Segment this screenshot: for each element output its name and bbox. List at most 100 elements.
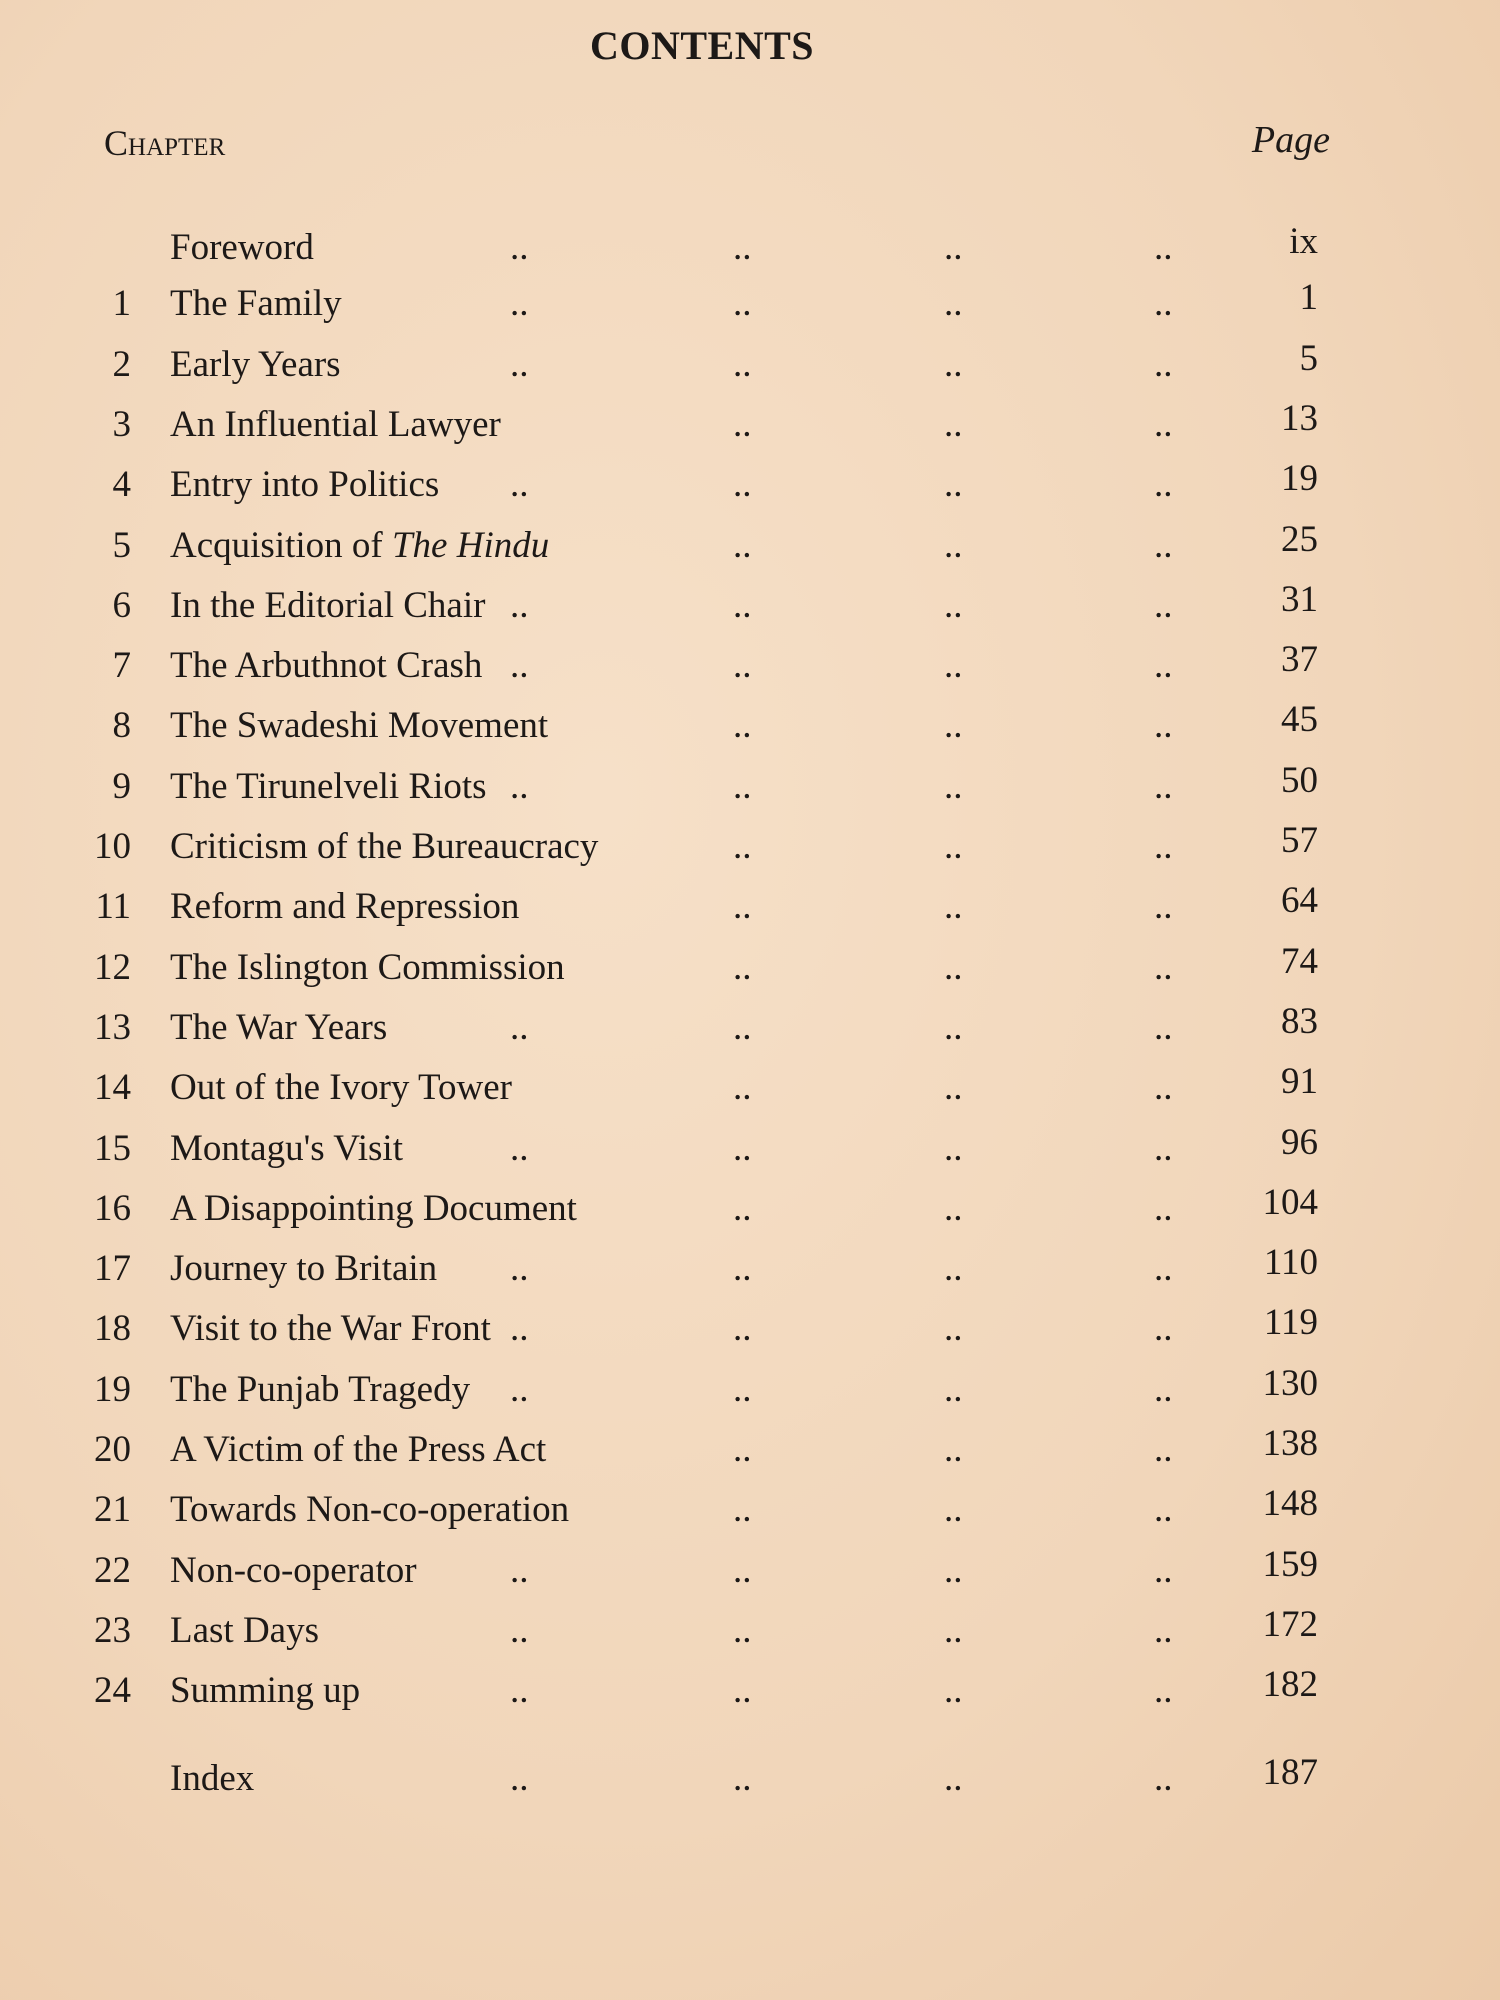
toc-entry: 10 Criticism of the Bureaucracy 57...... xyxy=(0,820,1500,881)
chapter-number: 23 xyxy=(94,1609,131,1651)
leader-dots: .. xyxy=(944,464,963,506)
leader-dots: .. xyxy=(733,584,752,626)
page-number: 19 xyxy=(1281,458,1318,500)
leader-dots: .. xyxy=(1154,765,1173,807)
leader-dots: .. xyxy=(733,946,752,988)
chapter-number: 2 xyxy=(112,343,132,385)
leader-dots: .. xyxy=(1154,464,1173,506)
leader-dots: .. xyxy=(510,1006,529,1048)
chapter-title: The Punjab Tragedy xyxy=(170,1368,471,1410)
leader-dots: .. xyxy=(944,1308,963,1350)
leader-dots: .. xyxy=(733,645,752,687)
leader-dots: .. xyxy=(1154,1429,1173,1470)
chapter-number: 17 xyxy=(94,1248,131,1290)
leader-dots: .. xyxy=(944,1127,963,1169)
leader-dots: .. xyxy=(733,1489,752,1531)
page-number: 37 xyxy=(1281,639,1318,681)
leader-dots: .. xyxy=(733,1368,752,1410)
leader-dots: .. xyxy=(944,705,963,747)
chapter-number: 7 xyxy=(112,645,132,687)
leader-dots: .. xyxy=(510,1609,529,1651)
leader-dots: .. xyxy=(1154,1248,1173,1290)
chapter-title: Foreword xyxy=(170,227,314,268)
chapter-title: The Tirunelveli Riots xyxy=(170,765,487,807)
leader-dots: .. xyxy=(944,1248,963,1290)
leader-dots: .. xyxy=(1154,1187,1173,1229)
leader-dots: .. xyxy=(944,946,963,988)
page-number: 57 xyxy=(1281,820,1318,861)
chapter-number: 12 xyxy=(94,946,131,988)
toc-entry: 22 Non-co-operator 159........ xyxy=(0,1544,1500,1605)
page-number: ix xyxy=(1289,221,1318,262)
chapter-number: 14 xyxy=(94,1067,131,1109)
chapter-number: 19 xyxy=(94,1368,131,1410)
toc-entry: 3 An Influential Lawyer 13...... xyxy=(0,398,1500,459)
leader-dots: .. xyxy=(733,765,752,807)
leader-dots: .. xyxy=(1154,826,1173,867)
leader-dots: .. xyxy=(733,1308,752,1350)
leader-dots: .. xyxy=(944,645,963,687)
leader-dots: .. xyxy=(1154,1308,1173,1350)
chapter-title: A Victim of the Press Act xyxy=(170,1429,547,1470)
chapter-title: Reform and Repression xyxy=(170,886,520,928)
chapter-title: The War Years xyxy=(170,1006,388,1048)
leader-dots: .. xyxy=(944,1549,963,1591)
page-number: 91 xyxy=(1281,1061,1318,1103)
leader-dots: .. xyxy=(510,1248,529,1290)
leader-dots: .. xyxy=(510,1308,529,1350)
leader-dots: .. xyxy=(510,343,529,385)
leader-dots: .. xyxy=(733,1549,752,1591)
page-number: 110 xyxy=(1263,1242,1318,1284)
chapter-title: Acquisition of The Hindu xyxy=(170,524,550,566)
leader-dots: .. xyxy=(1154,227,1173,268)
chapter-number: 10 xyxy=(94,826,131,867)
page-number: 64 xyxy=(1281,880,1318,922)
leader-dots: .. xyxy=(733,1429,752,1470)
chapter-number: 20 xyxy=(94,1429,131,1470)
leader-dots: .. xyxy=(510,1758,529,1799)
leader-dots: .. xyxy=(510,283,529,325)
page-number: 13 xyxy=(1281,397,1318,439)
leader-dots: .. xyxy=(944,886,963,928)
leader-dots: .. xyxy=(733,1609,752,1651)
chapter-title: Out of the Ivory Tower xyxy=(170,1067,512,1109)
leader-dots: .. xyxy=(510,584,529,626)
leader-dots: .. xyxy=(1154,1549,1173,1591)
page-number: 5 xyxy=(1299,337,1319,379)
chapter-title: A Disappointing Document xyxy=(170,1187,577,1229)
leader-dots: .. xyxy=(1154,524,1173,566)
chapter-title: Entry into Politics xyxy=(170,464,440,506)
leader-dots: .. xyxy=(1154,1758,1173,1799)
leader-dots: .. xyxy=(733,1067,752,1109)
chapter-title: Index xyxy=(170,1758,255,1799)
leader-dots: .. xyxy=(733,1127,752,1169)
chapter-title: Criticism of the Bureaucracy xyxy=(170,826,599,867)
leader-dots: .. xyxy=(510,464,529,506)
page-number: 187 xyxy=(1262,1752,1319,1793)
leader-dots: .. xyxy=(944,403,963,445)
chapter-title: In the Editorial Chair xyxy=(170,584,486,626)
chapter-title-italic: The Hindu xyxy=(391,524,550,566)
leader-dots: .. xyxy=(510,227,529,268)
leader-dots: .. xyxy=(1154,403,1173,445)
leader-dots: .. xyxy=(733,705,752,747)
chapter-number: 3 xyxy=(112,403,132,445)
leader-dots: .. xyxy=(510,765,529,807)
toc-entry: 17 Journey to Britain 110........ xyxy=(0,1242,1500,1303)
toc-entry: 8 The Swadeshi Movement 45...... xyxy=(0,699,1500,760)
leader-dots: .. xyxy=(944,765,963,807)
leader-dots: .. xyxy=(510,1549,529,1591)
page-number: 159 xyxy=(1262,1543,1319,1585)
chapter-column-header: Chapter xyxy=(104,123,226,163)
leader-dots: .. xyxy=(944,227,963,268)
leader-dots: .. xyxy=(944,1368,963,1410)
toc-entry: 9 The Tirunelveli Riots 50........ xyxy=(0,760,1500,821)
toc-entry: 12 The Islington Commission 74...... xyxy=(0,941,1500,1002)
leader-dots: .. xyxy=(944,826,963,867)
leader-dots: .. xyxy=(1154,283,1173,325)
page-title: CONTENTS xyxy=(589,23,815,68)
page-number: 83 xyxy=(1281,1000,1318,1042)
leader-dots: .. xyxy=(1154,645,1173,687)
toc-entry: 13 The War Years 83........ xyxy=(0,1001,1500,1062)
page-number: 45 xyxy=(1281,699,1318,741)
